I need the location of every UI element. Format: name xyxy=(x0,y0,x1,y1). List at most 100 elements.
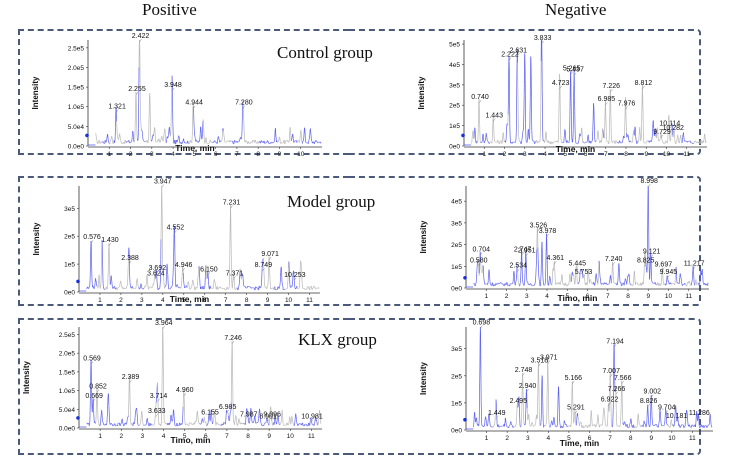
klx-group-label: KLX group xyxy=(298,330,377,349)
x-tick-label: 2 xyxy=(119,433,123,440)
peak-leader xyxy=(478,100,482,104)
x-tick-label: 4 xyxy=(543,151,547,158)
peak-leader xyxy=(262,267,265,272)
peak-leader xyxy=(650,254,653,258)
x-tick-label: 3 xyxy=(150,151,154,158)
x-tick-label: 4 xyxy=(161,297,165,304)
peak-leader xyxy=(644,263,647,267)
peak-label: 2.631 xyxy=(510,47,528,54)
trace-start-marker xyxy=(463,276,467,280)
x-tick-label: 8 xyxy=(245,297,249,304)
x-tick-label: 2 xyxy=(503,151,507,158)
y-tick-label: 2e5 xyxy=(451,242,462,249)
peak-leader xyxy=(517,268,520,272)
peak-label: 7.976 xyxy=(618,100,636,107)
y-tick-label: 0e0 xyxy=(449,144,460,151)
trace-start-marker xyxy=(76,279,80,284)
x-tick-label: 6 xyxy=(204,433,208,440)
control-positive-chart: 0.0e0 5.0e4 1.0e5 1.5e5 2.0e5 2.5e5 1 2 3 4 5 6 7 8 9 1… xyxy=(31,33,322,158)
peak-leader xyxy=(108,242,112,247)
peak-leader xyxy=(135,91,139,96)
y-tick-label: 4e5 xyxy=(451,199,462,206)
x-tick-label: 6 xyxy=(586,293,590,300)
y-tick-label: 5e5 xyxy=(449,42,460,49)
peak-leader xyxy=(174,230,177,234)
x-tick-label: 5 xyxy=(182,297,186,304)
peak-leader xyxy=(293,277,297,281)
peak-leader xyxy=(139,38,142,43)
peak-label: 8.825 xyxy=(637,257,655,264)
x-tick-label: 5 xyxy=(565,293,569,300)
peak-label: 9.697 xyxy=(655,262,673,269)
peak-leader xyxy=(582,275,585,279)
peak-leader xyxy=(171,87,175,92)
peak-label: 0.740 xyxy=(471,94,489,101)
x-tick-label: 10 xyxy=(663,151,671,158)
peak-label: 3.948 xyxy=(164,82,182,89)
peak-leader xyxy=(207,272,211,276)
x-tick-label: 11 xyxy=(685,293,692,300)
peak-label: 4.552 xyxy=(167,224,185,231)
peak-label: 10.253 xyxy=(284,272,306,279)
peak-label: 8.749 xyxy=(255,262,273,269)
x-tick-label: 1 xyxy=(482,151,486,158)
peak-leader xyxy=(182,267,185,272)
peak-label: 7.280 xyxy=(235,100,253,107)
peak-label: 4.946 xyxy=(175,262,193,269)
peak-label: 9.071 xyxy=(261,251,279,258)
x-tick-label: 4 xyxy=(162,433,166,440)
klx-positive-chart: 0.0e0 5.0e4 1.0e5 1.5e5 2.0e5 2.5e5 1 2 3 4 5 6 7 8 9 1… xyxy=(22,320,323,445)
peak-label: 2.255 xyxy=(128,86,146,93)
x-tick-label: 11 xyxy=(306,297,313,304)
peak-label: 10.114 xyxy=(659,121,680,128)
x-tick-label: 5 xyxy=(193,151,197,158)
peak-label: 5.753 xyxy=(575,269,593,276)
peak-leader xyxy=(477,263,480,267)
x-tick-label: 1 xyxy=(484,293,488,300)
peak-leader xyxy=(692,266,696,270)
y-axis-title: Intensity xyxy=(417,76,426,109)
x-tick-label: 6 xyxy=(584,151,588,158)
peak-label: 9.729 xyxy=(653,129,671,136)
peak-label: 4.361 xyxy=(547,255,565,262)
peak-label: 2.222 xyxy=(501,51,519,58)
peak-leader xyxy=(546,233,549,238)
x-tick-label: 8 xyxy=(626,293,630,300)
x-tick-label: 7 xyxy=(604,151,608,158)
peak-label: 3.526 xyxy=(530,223,548,230)
x-axis-title: Time, min xyxy=(175,143,215,153)
peak-label: 7.371 xyxy=(226,270,244,277)
trace-start-marker xyxy=(85,133,89,138)
peak-leader xyxy=(156,270,159,275)
peak-label: 6.150 xyxy=(200,266,218,273)
peak-leader xyxy=(642,85,645,90)
x-tick-label: 3 xyxy=(525,293,529,300)
peak-label: 0.580 xyxy=(470,257,488,264)
peak-label: 11.217 xyxy=(684,261,705,268)
peak-leader xyxy=(161,184,164,188)
peak-label: 8.812 xyxy=(635,80,653,87)
x-tick-label: 10 xyxy=(285,297,293,304)
y-tick-label: 0e0 xyxy=(451,286,462,293)
peak-leader xyxy=(230,205,233,209)
x-axis-title: Time, min xyxy=(170,294,210,304)
peak-label: 9.945 xyxy=(660,269,678,276)
peak-label: 2.422 xyxy=(132,33,150,40)
peak-leader xyxy=(90,240,94,244)
peak-leader xyxy=(610,88,613,93)
x-tick-label: 11 xyxy=(308,433,315,440)
peak-leader xyxy=(508,57,512,61)
peak-label: 5.265 xyxy=(563,66,581,73)
klx-panel-right-border xyxy=(349,318,701,455)
negative-column-title: Negative xyxy=(545,0,607,19)
peak-label: 0.704 xyxy=(472,246,490,253)
peak-label: 3.978 xyxy=(539,228,557,235)
peak-label: 3.624 xyxy=(147,270,165,277)
peak-label: 8.998 xyxy=(640,178,658,185)
peak-leader xyxy=(668,126,672,130)
y-axis-title: Intensity xyxy=(32,222,41,255)
y-axis-title: Intensity xyxy=(419,220,428,253)
x-tick-label: 8 xyxy=(246,433,250,440)
x-tick-label: 9 xyxy=(267,433,271,440)
peak-label: 9.121 xyxy=(643,249,661,256)
